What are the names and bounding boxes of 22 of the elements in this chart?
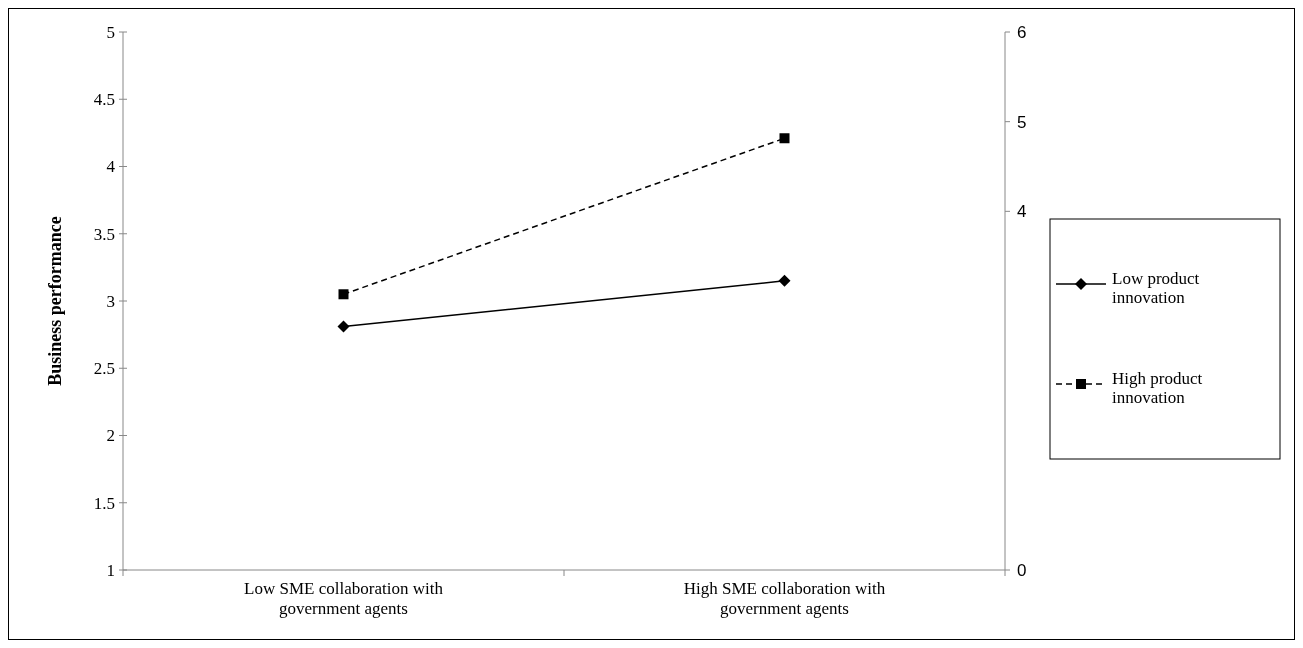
point	[338, 289, 349, 300]
y2-tick-label: 6	[1017, 22, 1027, 42]
y2-tick-label: 4	[1017, 202, 1027, 222]
y-tick-label: 5	[106, 22, 115, 42]
y-tick-label: 1	[106, 560, 115, 580]
legend-label: High product innovation	[1112, 369, 1203, 407]
y-tick-label: 4.5	[93, 90, 115, 110]
y2-tick-label: 0	[1017, 560, 1027, 580]
y-axis-title: Business performance	[45, 216, 65, 386]
point	[778, 274, 791, 287]
y-tick-label: 3.5	[93, 224, 115, 244]
y-tick-label: 1.5	[93, 493, 115, 513]
x-tick-label: Low SME collaboration with government agents	[244, 579, 444, 618]
y2-tick-label: 5	[1017, 112, 1027, 132]
point	[337, 320, 350, 333]
point	[779, 133, 790, 144]
y-tick-label: 2.5	[93, 359, 115, 379]
x-tick-label: High SME collaboration with government agents	[683, 579, 886, 618]
y-tick-label: 2	[106, 426, 115, 446]
y-tick-label: 3	[106, 291, 115, 311]
y-tick-label: 4	[106, 157, 116, 177]
legend-label: Low product innovation	[1112, 269, 1200, 307]
